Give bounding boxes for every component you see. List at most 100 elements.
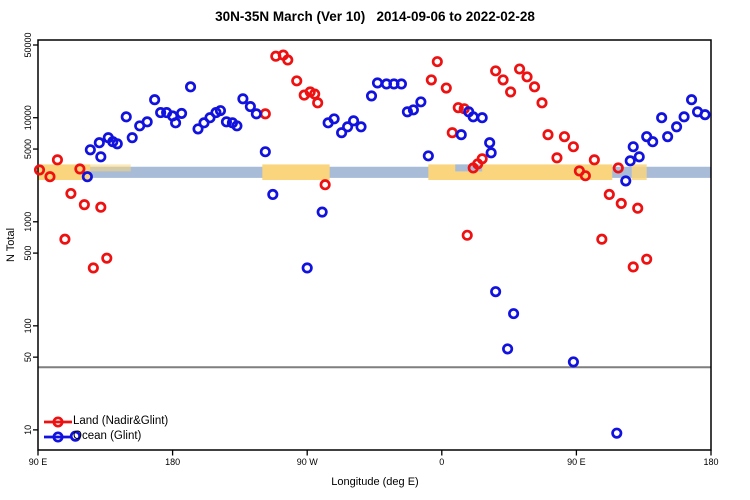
land-coverage-band <box>90 164 131 172</box>
scatter-point-ocean <box>490 286 502 298</box>
x-tick-label: 180 <box>703 457 718 467</box>
scatter-point-land <box>596 233 608 245</box>
scatter-point-land <box>44 171 56 183</box>
scatter-point-land <box>514 63 526 75</box>
scatter-point-ocean <box>662 131 674 143</box>
scatter-point-land <box>536 97 548 109</box>
scatter-point-land <box>319 179 331 191</box>
scatter-point-ocean <box>111 138 123 150</box>
y-tick-label: 1000 <box>23 212 33 232</box>
scatter-point-land <box>51 154 63 166</box>
scatter-point-ocean <box>620 175 632 187</box>
scatter-point-ocean <box>476 112 488 124</box>
land-coverage-band <box>38 164 91 181</box>
legend-label-ocean: Ocean (Glint) <box>73 430 142 442</box>
scatter-point-ocean <box>699 109 711 121</box>
y-tick-label: 5000 <box>23 139 33 159</box>
scatter-point-land <box>612 162 624 174</box>
scatter-point-land <box>446 127 458 139</box>
scatter-point-ocean <box>120 111 132 123</box>
scatter-point-ocean <box>467 111 479 123</box>
x-axis-label: Longitude (deg E) <box>331 476 419 488</box>
y-axis-label: N Total <box>5 227 17 263</box>
scatter-point-ocean <box>170 117 182 129</box>
scatter-point-ocean <box>231 120 243 132</box>
scatter-point-ocean <box>627 141 639 153</box>
scatter-point-land <box>567 141 579 153</box>
x-tick-label: 0 <box>439 457 444 467</box>
scatter-point-ocean <box>155 107 167 119</box>
scatter-point-ocean <box>455 129 467 141</box>
legend-marker-circle <box>52 431 64 443</box>
scatter-point-land <box>542 129 554 141</box>
x-tick-label: 180 <box>165 457 180 467</box>
scatter-point-ocean <box>336 127 348 139</box>
scatter-point-ocean <box>415 96 427 108</box>
scatter-point-ocean <box>81 171 93 183</box>
scatter-point-ocean <box>237 93 249 105</box>
scatter-point-land <box>627 261 639 273</box>
y-tick-label: 50 <box>23 352 33 362</box>
scatter-point-ocean <box>401 106 413 118</box>
scatter-point-land <box>632 202 644 214</box>
scatter-point-land <box>87 262 99 274</box>
scatter-point-ocean <box>355 121 367 133</box>
scatter-point-ocean <box>502 343 514 355</box>
scatter-point-land <box>259 108 271 120</box>
scatter-point-ocean <box>678 111 690 123</box>
legend-label-land: Land (Nadir&Glint) <box>73 415 169 427</box>
scatter-point-land <box>579 170 591 182</box>
scatter-point-land <box>78 199 90 211</box>
scatter-point-ocean <box>365 90 378 102</box>
x-tick-label: 90 E <box>29 457 48 467</box>
scatter-point-ocean <box>647 136 659 148</box>
scatter-point-ocean <box>95 151 107 163</box>
scatter-point-ocean <box>342 121 354 133</box>
scatter-point-land <box>505 86 517 98</box>
scatter-point-ocean <box>244 101 256 113</box>
scatter-point-ocean <box>214 105 227 117</box>
y-tick-label: 500 <box>23 246 33 261</box>
y-tick-label: 50000 <box>23 32 33 57</box>
scatter-point-land <box>440 82 452 94</box>
scatter-point-ocean <box>508 308 520 320</box>
ocean-coverage-band <box>38 166 711 178</box>
scatter-point-ocean <box>485 147 497 159</box>
scatter-point-ocean <box>422 150 434 162</box>
scatter-point-land <box>59 233 71 245</box>
legend-marker-circle <box>52 416 64 428</box>
scatter-point-ocean <box>126 132 138 144</box>
scatter-point-land <box>490 65 502 77</box>
scatter-point-land <box>452 102 464 114</box>
scatter-point-ocean <box>484 137 496 149</box>
scatter-point-ocean <box>316 206 328 218</box>
scatter-point-land <box>33 164 46 176</box>
scatter-point-land <box>476 153 488 165</box>
scatter-point-land <box>282 54 294 66</box>
scatter-point-ocean <box>611 427 623 439</box>
scatter-point-land <box>65 187 77 200</box>
scatter-point-ocean <box>259 146 271 158</box>
scatter-point-land <box>291 75 303 87</box>
scatter-point-ocean <box>671 121 683 133</box>
scatter-point-ocean <box>686 94 698 106</box>
scatter-point-land <box>461 229 473 241</box>
scatter-point-ocean <box>84 144 96 156</box>
plot-border <box>37 39 712 451</box>
scatter-point-ocean <box>149 94 161 106</box>
y-tick-label: 10 <box>23 425 33 435</box>
scatter-point-land <box>95 201 107 213</box>
scatter-point-ocean <box>250 108 262 120</box>
scatter-point-land <box>431 56 443 68</box>
scatter-point-ocean <box>567 356 579 368</box>
scatter-point-ocean <box>301 262 313 274</box>
scatter-point-ocean <box>267 188 279 201</box>
x-tick-label: 90 W <box>297 457 319 467</box>
scatter-point-ocean <box>93 137 105 149</box>
scatter-point-land <box>615 197 627 210</box>
scatter-point-ocean <box>407 104 419 116</box>
scatter-point-land <box>74 163 86 175</box>
scatter-point-ocean <box>192 123 204 135</box>
scatter-point-land <box>312 97 324 109</box>
